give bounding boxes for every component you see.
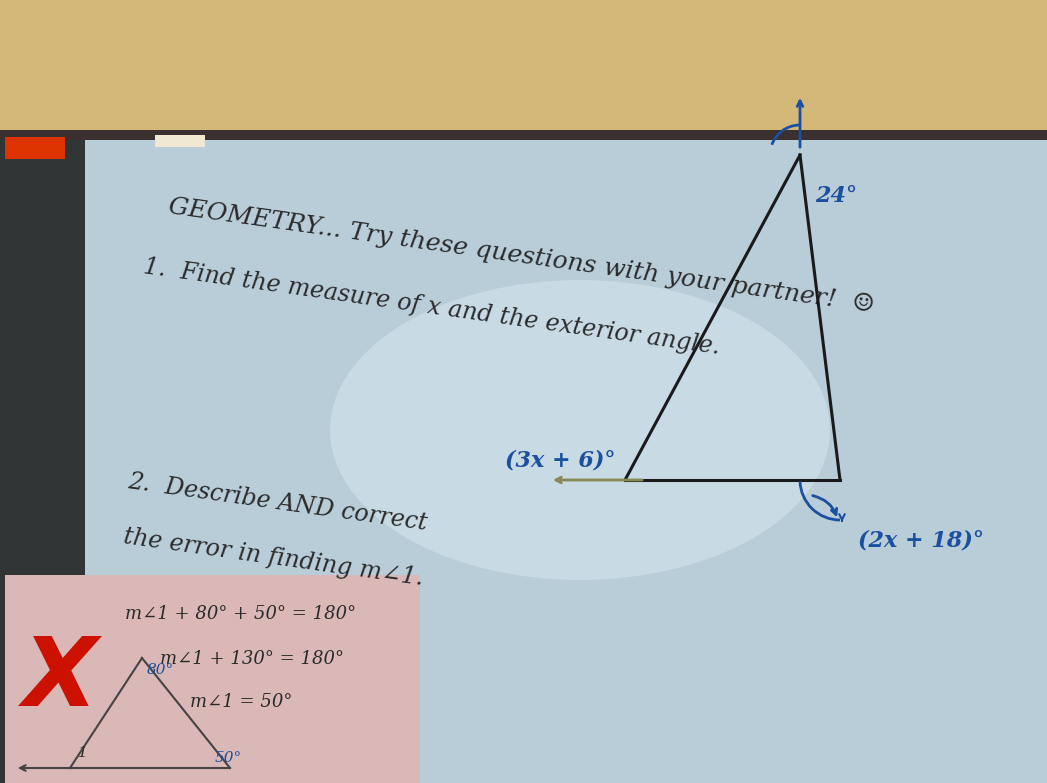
Text: 80°: 80° bbox=[147, 663, 174, 677]
Bar bbox=[155, 135, 205, 147]
Text: (3x + 6)°: (3x + 6)° bbox=[505, 450, 616, 472]
Text: 50°: 50° bbox=[215, 751, 242, 765]
Text: 24°: 24° bbox=[815, 185, 857, 207]
Bar bbox=[5, 575, 420, 783]
Bar bbox=[0, 130, 1047, 140]
Bar bbox=[0, 140, 85, 783]
Text: 1.  Find the measure of x and the exterior angle.: 1. Find the measure of x and the exterio… bbox=[141, 255, 721, 359]
Bar bbox=[0, 0, 1047, 145]
Bar bbox=[0, 140, 1047, 783]
Text: 2.  Describe AND correct: 2. Describe AND correct bbox=[127, 470, 429, 535]
Text: (2x + 18)°: (2x + 18)° bbox=[857, 530, 984, 552]
Text: GEOMETRY... Try these questions with your partner!  ☺: GEOMETRY... Try these questions with you… bbox=[166, 195, 875, 317]
Text: m∠1 + 80° + 50° = 180°: m∠1 + 80° + 50° = 180° bbox=[125, 605, 356, 623]
Ellipse shape bbox=[330, 280, 830, 580]
Text: 1: 1 bbox=[77, 746, 88, 760]
Text: X: X bbox=[22, 633, 97, 727]
Bar bbox=[5, 137, 65, 159]
Text: m∠1 = 50°: m∠1 = 50° bbox=[190, 693, 292, 711]
Text: m∠1 + 130° = 180°: m∠1 + 130° = 180° bbox=[160, 650, 344, 668]
Text: the error in finding m∠1.: the error in finding m∠1. bbox=[121, 525, 425, 590]
